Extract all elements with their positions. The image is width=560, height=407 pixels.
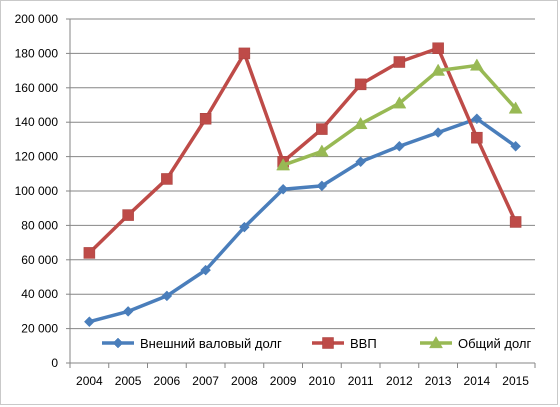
data-point — [394, 140, 405, 152]
data-point — [200, 264, 211, 276]
data-point — [316, 180, 328, 192]
data-point — [469, 58, 484, 71]
data-point — [314, 144, 329, 157]
data-point — [431, 63, 446, 76]
data-point — [84, 316, 95, 328]
data-point — [316, 123, 328, 135]
gridlines — [70, 18, 535, 330]
data-point — [432, 42, 444, 54]
x-tick-label: 2013 — [425, 374, 452, 388]
data-point — [354, 78, 367, 91]
y-tick-label: 200 000 — [15, 12, 59, 26]
y-tick-label: 80 000 — [21, 218, 58, 232]
data-point — [393, 56, 406, 68]
data-point — [239, 221, 250, 233]
legend-marker — [322, 337, 334, 349]
data-point — [83, 247, 96, 259]
y-axis-tick-labels: 0 20 000 40 000 60 000 80 000 100 000 120 000 1… — [15, 12, 59, 370]
y-tick-label: 40 000 — [21, 287, 58, 301]
series-lines — [83, 42, 523, 328]
x-tick-label: 2008 — [231, 374, 258, 388]
data-point — [508, 101, 523, 114]
x-tick-label: 2006 — [154, 374, 181, 388]
legend-marker — [429, 335, 443, 349]
data-point — [392, 96, 407, 109]
x-tick-label: 2011 — [348, 374, 374, 388]
x-tick-label: 2014 — [464, 374, 491, 388]
x-tick-label: 2007 — [192, 374, 219, 388]
series-3 — [276, 58, 523, 171]
y-tick-label: 0 — [51, 356, 58, 370]
series-line — [87, 46, 518, 255]
y-tick-label: 160 000 — [15, 81, 59, 95]
data-point — [199, 113, 212, 125]
data-point — [510, 140, 521, 152]
y-tick-label: 20 000 — [21, 322, 58, 336]
x-tick-label: 2012 — [386, 374, 413, 388]
legend: Внешний валовый долг ВВП Общий долг — [102, 335, 532, 351]
legend-entry: Внешний валовый долг — [102, 336, 282, 351]
data-point — [509, 216, 522, 228]
legend-entry: Общий долг — [420, 335, 532, 351]
x-tick-label: 2009 — [270, 374, 297, 388]
series-line — [87, 117, 518, 324]
y-tick-label: 120 000 — [15, 150, 59, 164]
x-tick-label: 2004 — [76, 374, 103, 388]
data-point — [238, 47, 251, 60]
legend-label: ВВП — [350, 336, 377, 351]
data-point — [276, 158, 291, 171]
y-tick-label: 180 000 — [15, 46, 59, 60]
legend-label: Внешний валовый долг — [140, 336, 282, 351]
legend-marker — [112, 337, 124, 349]
x-tick-label: 2015 — [502, 374, 529, 388]
data-point — [353, 116, 368, 130]
axes — [66, 18, 536, 368]
x-tick-label: 2010 — [309, 374, 336, 388]
series-2 — [83, 42, 522, 259]
series-1 — [84, 113, 521, 328]
data-point — [471, 131, 483, 144]
data-point — [122, 306, 134, 317]
data-point — [355, 156, 366, 168]
y-tick-label: 140 000 — [15, 115, 59, 129]
y-tick-label: 100 000 — [15, 184, 59, 198]
x-tick-label: 2005 — [115, 374, 142, 388]
legend-label: Общий долг — [458, 336, 532, 351]
data-point — [432, 127, 444, 138]
data-point — [122, 209, 134, 221]
data-point — [277, 183, 289, 195]
x-axis-tick-labels: 2004 2005 2006 2007 2008 2009 2010 2011 2012 2013… — [76, 374, 529, 388]
data-point — [161, 290, 173, 302]
data-point — [161, 173, 173, 185]
data-point — [471, 113, 483, 125]
legend-entry: ВВП — [312, 336, 377, 351]
y-tick-label: 60 000 — [21, 253, 58, 267]
